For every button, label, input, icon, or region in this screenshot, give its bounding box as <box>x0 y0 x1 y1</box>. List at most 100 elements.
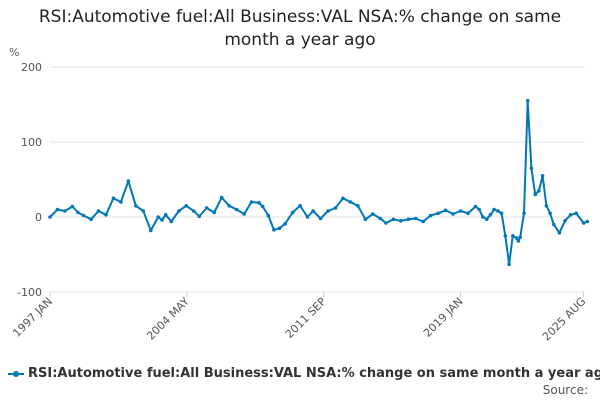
data-point[interactable] <box>525 99 530 103</box>
data-point[interactable] <box>111 196 116 201</box>
data-point[interactable] <box>298 204 302 208</box>
data-point[interactable] <box>511 234 515 238</box>
series-points-group <box>48 99 590 267</box>
data-point[interactable] <box>227 204 231 208</box>
data-point[interactable] <box>341 196 345 201</box>
data-point[interactable] <box>283 222 287 226</box>
data-point[interactable] <box>574 211 578 216</box>
data-point[interactable] <box>48 215 52 219</box>
data-point[interactable] <box>529 166 534 171</box>
data-point[interactable] <box>544 204 549 208</box>
data-point[interactable] <box>326 209 330 213</box>
data-point[interactable] <box>421 219 426 224</box>
data-point[interactable] <box>160 218 164 222</box>
data-point[interactable] <box>290 210 295 215</box>
data-point[interactable] <box>477 207 482 212</box>
data-point[interactable] <box>507 262 511 267</box>
data-point[interactable] <box>234 207 239 212</box>
data-point[interactable] <box>333 206 338 210</box>
data-point[interactable] <box>249 200 254 204</box>
data-point[interactable] <box>126 179 131 183</box>
data-point[interactable] <box>76 210 80 215</box>
data-point[interactable] <box>96 209 101 213</box>
data-point[interactable] <box>384 221 388 225</box>
data-point[interactable] <box>219 195 224 200</box>
data-point[interactable] <box>552 222 556 227</box>
data-point[interactable] <box>141 209 146 213</box>
data-point[interactable] <box>518 235 522 240</box>
y-tick-label: -100 <box>17 286 42 299</box>
data-point[interactable] <box>533 192 537 197</box>
data-point[interactable] <box>311 209 315 213</box>
data-point[interactable] <box>272 228 276 232</box>
data-point[interactable] <box>204 206 209 210</box>
data-point[interactable] <box>363 217 368 222</box>
data-point[interactable] <box>516 239 521 243</box>
data-point[interactable] <box>134 204 138 208</box>
data-point[interactable] <box>305 215 310 219</box>
data-point[interactable] <box>557 231 562 235</box>
data-point[interactable] <box>81 213 86 218</box>
data-point[interactable] <box>451 212 455 216</box>
data-point[interactable] <box>514 236 519 240</box>
data-point[interactable] <box>63 209 67 213</box>
data-point[interactable] <box>149 228 153 233</box>
data-point[interactable] <box>348 200 353 204</box>
data-point[interactable] <box>212 210 216 215</box>
y-tick-label: 100 <box>21 136 42 149</box>
data-point[interactable] <box>563 219 567 223</box>
data-point[interactable] <box>391 217 396 222</box>
data-point[interactable] <box>266 213 271 218</box>
grid-lines <box>50 66 585 293</box>
data-point[interactable] <box>378 216 383 221</box>
x-tick-label: 2004 MAY <box>144 295 192 343</box>
data-point[interactable] <box>568 213 573 217</box>
data-point[interactable] <box>257 201 261 205</box>
data-point[interactable] <box>356 204 360 208</box>
data-point[interactable] <box>473 204 478 209</box>
data-point[interactable] <box>156 215 160 219</box>
y-axis-ticks: -100 0 100 200 <box>17 61 42 299</box>
data-point[interactable] <box>492 207 496 212</box>
data-point[interactable] <box>399 219 403 223</box>
data-point[interactable] <box>197 214 202 219</box>
data-point[interactable] <box>503 234 508 238</box>
data-point[interactable] <box>277 226 282 231</box>
data-point[interactable] <box>260 204 265 209</box>
data-point[interactable] <box>484 217 489 222</box>
data-point[interactable] <box>318 216 323 221</box>
data-point[interactable] <box>496 209 500 213</box>
data-point[interactable] <box>413 216 418 221</box>
legend[interactable]: RSI:Automotive fuel:All Business:VAL NSA… <box>8 366 600 381</box>
data-point[interactable] <box>169 219 174 224</box>
data-point[interactable] <box>371 212 375 216</box>
data-point[interactable] <box>481 215 485 219</box>
data-point[interactable] <box>499 211 504 216</box>
data-point[interactable] <box>548 211 552 216</box>
data-point[interactable] <box>436 211 440 216</box>
y-tick-label: 0 <box>35 211 42 224</box>
data-point[interactable] <box>70 204 75 209</box>
data-point[interactable] <box>581 221 586 225</box>
data-point[interactable] <box>55 207 60 212</box>
data-point[interactable] <box>89 217 93 222</box>
data-point[interactable] <box>406 217 411 222</box>
data-point[interactable] <box>163 213 168 217</box>
data-point[interactable] <box>537 189 541 193</box>
data-point[interactable] <box>540 174 545 178</box>
data-point[interactable] <box>191 209 196 213</box>
data-point[interactable] <box>585 219 590 224</box>
data-point[interactable] <box>184 204 188 208</box>
data-point[interactable] <box>119 200 123 204</box>
data-point[interactable] <box>522 211 526 216</box>
data-point[interactable] <box>177 209 181 213</box>
data-point[interactable] <box>458 209 463 213</box>
data-point[interactable] <box>488 213 493 217</box>
series-line-group <box>49 99 588 266</box>
data-point[interactable] <box>242 212 246 216</box>
data-point[interactable] <box>428 213 433 218</box>
data-point[interactable] <box>443 208 448 213</box>
data-point[interactable] <box>466 211 470 216</box>
data-point[interactable] <box>104 213 108 217</box>
